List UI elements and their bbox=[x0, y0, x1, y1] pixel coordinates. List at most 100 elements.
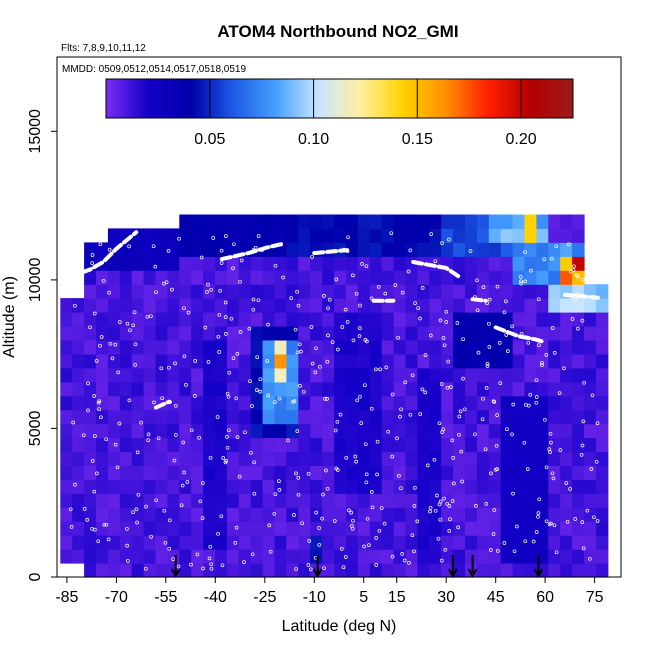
heatmap-cell bbox=[536, 367, 549, 383]
heatmap-cell bbox=[322, 367, 335, 383]
sample-point bbox=[353, 454, 358, 459]
heatmap-cell bbox=[476, 228, 490, 243]
sample-point bbox=[149, 534, 153, 539]
sample-point bbox=[252, 460, 257, 465]
sample-point bbox=[383, 291, 388, 296]
heatmap-cell bbox=[417, 326, 430, 341]
heatmap-cell bbox=[72, 507, 85, 522]
sample-point bbox=[455, 321, 460, 325]
heatmap-cell bbox=[322, 521, 335, 536]
heatmap-cell bbox=[262, 284, 276, 299]
sample-point bbox=[407, 560, 411, 565]
profile-arrow-head bbox=[467, 568, 478, 579]
heatmap-cell bbox=[476, 479, 490, 494]
sample-point bbox=[117, 421, 122, 426]
heatmap-cell bbox=[429, 479, 442, 494]
heatmap-cell bbox=[500, 353, 514, 369]
heatmap-cell bbox=[215, 437, 228, 453]
heatmap-cell bbox=[143, 381, 157, 397]
heatmap-cell bbox=[334, 521, 347, 536]
heatmap-cell bbox=[119, 563, 133, 578]
sample-point bbox=[456, 525, 461, 530]
heatmap-cell bbox=[334, 465, 347, 480]
sample-point bbox=[69, 525, 74, 529]
sample-point bbox=[550, 256, 554, 261]
heatmap-cell bbox=[262, 535, 276, 550]
heatmap-cell bbox=[595, 298, 609, 313]
sample-point bbox=[225, 435, 229, 439]
heatmap-cell bbox=[310, 381, 323, 397]
heatmap-cell bbox=[238, 284, 252, 299]
heatmap-cell bbox=[298, 298, 311, 313]
heatmap-cell bbox=[143, 353, 157, 369]
heatmap-cell bbox=[465, 284, 478, 299]
heatmap-cell bbox=[262, 340, 276, 355]
sample-point bbox=[205, 290, 209, 294]
heatmap-cell bbox=[369, 242, 383, 257]
heatmap-cell bbox=[96, 298, 109, 313]
heatmap-cell bbox=[381, 340, 395, 355]
heatmap-cell bbox=[167, 228, 180, 243]
sample-point bbox=[197, 435, 201, 440]
heatmap-cell bbox=[381, 326, 395, 341]
heatmap-cell bbox=[584, 381, 597, 397]
heatmap-cell bbox=[417, 353, 430, 369]
heatmap-cell bbox=[226, 563, 240, 578]
heatmap-cell bbox=[155, 479, 168, 494]
heatmap-cell bbox=[131, 465, 145, 480]
heatmap-cell bbox=[357, 326, 371, 341]
heatmap-cell bbox=[572, 242, 585, 257]
heatmap-cell bbox=[453, 214, 466, 229]
heatmap-cell bbox=[167, 312, 180, 327]
sample-point bbox=[317, 526, 321, 530]
sample-point bbox=[485, 364, 490, 368]
heatmap-cell bbox=[191, 563, 204, 578]
heatmap-cell bbox=[476, 214, 490, 229]
heatmap-cell bbox=[441, 312, 454, 327]
sample-point bbox=[131, 510, 135, 515]
heatmap-cell bbox=[203, 409, 216, 425]
sample-point bbox=[369, 490, 374, 494]
heatmap-cell bbox=[334, 228, 347, 243]
heatmap-cell bbox=[393, 437, 407, 453]
heatmap-cell bbox=[369, 395, 383, 411]
sample-point bbox=[481, 285, 486, 289]
heatmap-cell bbox=[310, 298, 323, 313]
sample-point bbox=[349, 510, 354, 515]
heatmap-cell bbox=[417, 228, 430, 243]
heatmap-cell bbox=[131, 353, 145, 369]
heatmap-cell bbox=[119, 242, 133, 257]
heatmap-cell bbox=[429, 312, 442, 327]
sample-point bbox=[106, 537, 111, 542]
heatmap-cell bbox=[191, 521, 204, 536]
sample-point bbox=[458, 409, 463, 414]
heatmap-cell bbox=[429, 326, 442, 341]
heatmap-cell bbox=[119, 340, 133, 355]
heatmap-cell bbox=[226, 340, 240, 355]
heatmap-cell bbox=[524, 409, 537, 425]
heatmap-cell bbox=[512, 228, 526, 243]
sample-point bbox=[267, 523, 272, 528]
sample-point bbox=[510, 432, 514, 437]
sample-point bbox=[475, 308, 480, 313]
heatmap-cell bbox=[262, 214, 276, 229]
heatmap-cell bbox=[417, 312, 430, 327]
heatmap-cell bbox=[322, 326, 335, 341]
sample-point bbox=[310, 255, 314, 259]
sample-point bbox=[487, 297, 492, 302]
sample-point bbox=[549, 521, 553, 526]
heatmap-cell bbox=[381, 479, 395, 494]
heatmap-cell bbox=[203, 423, 216, 439]
heatmap-cell bbox=[357, 479, 371, 494]
x-axis: -85 -70 -55 -40 -25 -10 5 15 30 45 60 75 bbox=[55, 577, 604, 606]
heatmap-cell bbox=[310, 535, 323, 550]
heatmap-cell bbox=[250, 284, 264, 299]
heatmap-cell bbox=[155, 423, 168, 439]
sample-point bbox=[225, 445, 230, 450]
heatmap-cell bbox=[500, 228, 514, 243]
heatmap-cell bbox=[595, 340, 609, 355]
sample-point bbox=[131, 323, 136, 328]
heatmap-cell bbox=[274, 549, 287, 564]
heatmap-cell bbox=[572, 381, 585, 397]
sample-point bbox=[295, 429, 300, 433]
